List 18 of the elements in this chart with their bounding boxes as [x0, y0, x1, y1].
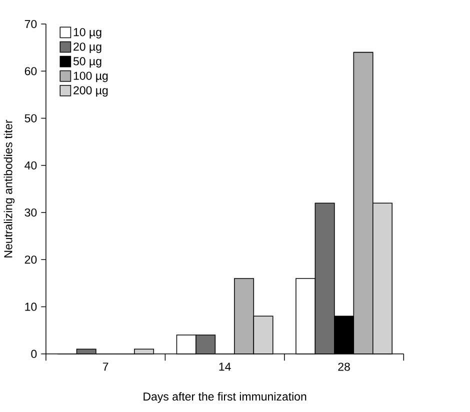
x-tick-label: 14 — [219, 362, 231, 371]
legend-label: 200 µg — [74, 86, 108, 97]
y-tick-label: 30 — [24, 208, 37, 217]
legend-label: 20 µg — [74, 42, 102, 54]
y-tick-label: 10 — [25, 302, 37, 312]
y-tick-label: 40 — [24, 162, 37, 170]
y-tick-label: 0 — [31, 350, 37, 358]
x-axis-title: Days after the first immunization — [144, 392, 306, 404]
y-axis-title: Neutralizing antibodies titer — [4, 120, 15, 258]
legend-label: 100 µg — [74, 72, 108, 82]
y-tick-label: 70 — [24, 20, 37, 28]
y-tick-label: 60 — [24, 67, 37, 76]
legend-label: 50 µg — [73, 57, 102, 68]
y-tick-label: 50 — [24, 114, 37, 123]
legend-label: 10 µg — [74, 28, 102, 39]
x-tick-label: 28 — [338, 362, 350, 372]
y-tick-label: 20 — [24, 256, 37, 264]
x-tick-label: 7 — [102, 362, 108, 371]
